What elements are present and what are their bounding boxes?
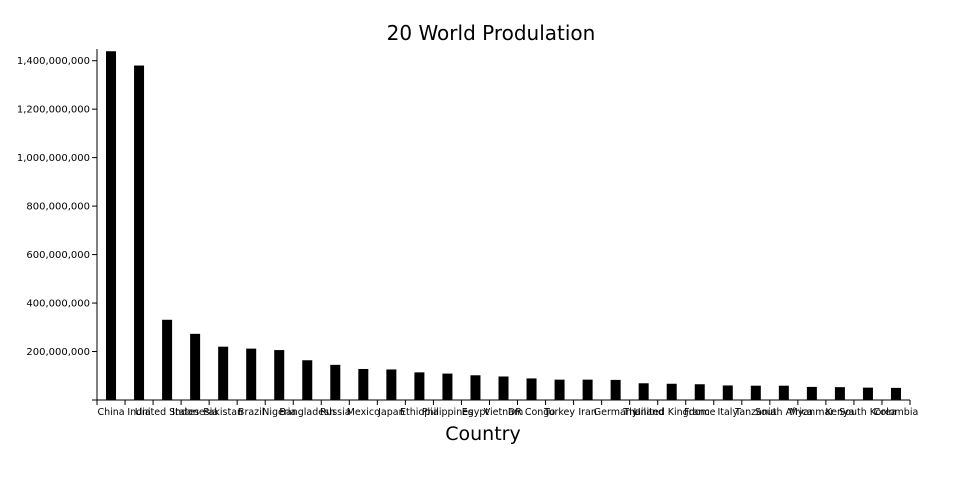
bar [386, 369, 397, 400]
bar [806, 386, 817, 400]
bar [330, 364, 341, 400]
bar [162, 319, 173, 400]
x-tick-label: Kenya [825, 407, 854, 418]
bar [106, 51, 117, 400]
x-tick-label: Philippines [422, 407, 473, 418]
bar [554, 379, 565, 400]
x-tick-label: United States [135, 407, 199, 418]
bar [358, 368, 369, 400]
x-tick-label: Nigeria [262, 407, 296, 418]
y-tick-label: 1,200,000,000 [17, 105, 90, 116]
bar [414, 372, 425, 400]
x-tick-label: Brazil [238, 407, 265, 418]
y-tick-label: 200,000,000 [26, 347, 90, 358]
x-tick-label: India [127, 407, 150, 418]
bar [638, 383, 649, 400]
bar [246, 348, 257, 400]
bar [470, 375, 481, 400]
bar [274, 350, 285, 400]
x-tick-label: Russia [320, 407, 351, 418]
bar [666, 383, 677, 400]
bar [834, 387, 845, 400]
x-tick-label: Pakistan [203, 407, 243, 418]
x-tick-label: Turkey [543, 407, 575, 418]
x-tick-label: Myanmar [790, 407, 835, 418]
bar [442, 373, 453, 400]
chart-title: 20 World Produlation [387, 21, 596, 45]
y-tick-label: 600,000,000 [26, 250, 90, 261]
bar [610, 379, 621, 400]
bar [526, 378, 537, 400]
x-tick-label: Thailand [622, 407, 664, 418]
x-tick-label: Japan [377, 407, 405, 418]
bar [750, 385, 761, 400]
y-tick-label: 1,000,000,000 [17, 153, 90, 164]
x-tick-label: Bangladesh [279, 407, 335, 418]
x-tick-label: China [97, 407, 124, 418]
x-tick-label: Mexico [347, 407, 380, 418]
bar [694, 384, 705, 400]
bar [862, 387, 873, 400]
x-tick-label: South Africa [755, 407, 813, 418]
bar [134, 65, 145, 401]
bar [778, 385, 789, 400]
bar [218, 346, 229, 400]
bar [890, 387, 901, 400]
y-axis: 200,000,000 400,000,000 600,000,000 800,000… [17, 49, 98, 401]
bar [498, 376, 509, 400]
x-tick-label: Indonesia [172, 407, 218, 418]
x-tick-label: Germany [594, 407, 638, 418]
y-tick-label: 800,000,000 [26, 202, 90, 213]
x-tick-label: Vietnam [484, 407, 524, 418]
bar [190, 333, 201, 400]
bar [722, 385, 733, 400]
y-tick-label: 400,000,000 [26, 299, 90, 310]
bar [302, 360, 313, 400]
x-tick-label: DR Congo [508, 407, 555, 418]
x-tick-label: Colombia [874, 407, 919, 418]
bars [106, 51, 901, 401]
x-tick-label: France [684, 407, 716, 418]
x-tick-label: United Kingdom [634, 407, 710, 418]
x-tick-label: Italy [717, 407, 738, 418]
x-axis-label: Country [445, 423, 520, 445]
x-tick-label: South Korea [839, 407, 897, 418]
x-tick-label: Tanzania [734, 407, 776, 418]
x-tick-label: Iran [578, 407, 597, 418]
x-tick-label: Egypt [462, 407, 490, 418]
bar [582, 379, 593, 400]
x-tick-label: Ethiopia [400, 407, 439, 418]
y-tick-label: 1,400,000,000 [17, 56, 90, 67]
